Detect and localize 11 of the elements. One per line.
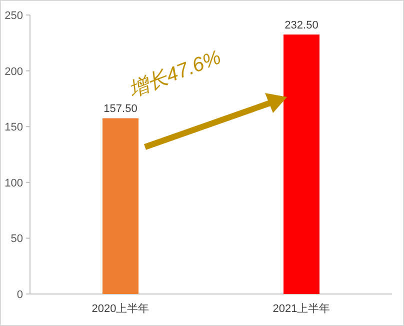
annotation: 增长47.6% xyxy=(126,46,224,102)
y-tick-label: 50 xyxy=(10,233,23,246)
y-tick-label: 100 xyxy=(4,177,23,190)
y-tick-label: 200 xyxy=(4,66,23,78)
x-tick-label: 2021上半年 xyxy=(272,302,330,315)
data-label: 232.50 xyxy=(284,20,318,32)
x-tick-label: 2020上半年 xyxy=(92,302,150,315)
data-label: 157.50 xyxy=(104,103,138,116)
y-tick-label: 150 xyxy=(4,122,23,134)
y-tick-label: 0 xyxy=(16,289,23,301)
y-tick-label: 250 xyxy=(4,10,23,22)
